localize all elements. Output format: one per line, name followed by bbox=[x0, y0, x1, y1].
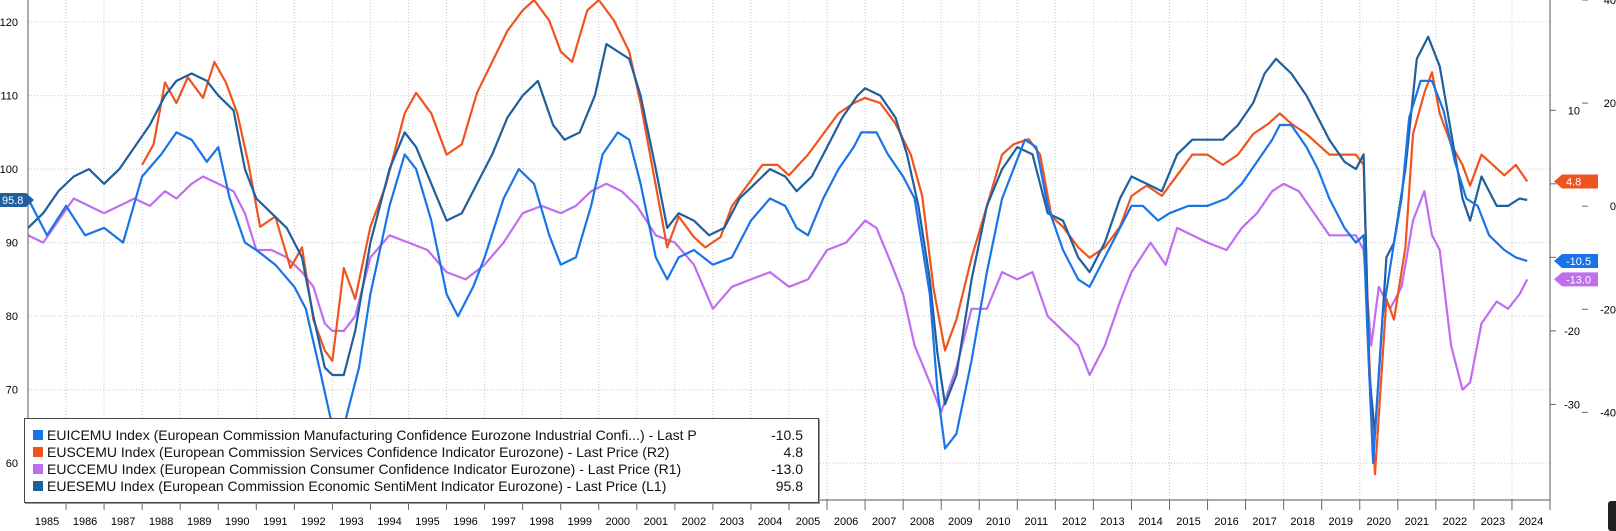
x-tick-label: 2024 bbox=[1519, 516, 1543, 528]
last-value-tag-label: -13.0 bbox=[1566, 274, 1591, 286]
last-value-tag bbox=[1554, 174, 1598, 189]
last-value-tag-label: -10.5 bbox=[1566, 256, 1591, 268]
x-tick-label: 2018 bbox=[1290, 516, 1314, 528]
x-tick-label: 1989 bbox=[187, 516, 211, 528]
legend-value: -10.5 bbox=[771, 427, 803, 443]
legend-label: EUCCEMU Index (European Commission Consu… bbox=[47, 461, 682, 477]
x-tick-label: 2012 bbox=[1062, 516, 1086, 528]
legend-item: EUICEMU Index (European Commission Manuf… bbox=[33, 427, 813, 444]
x-tick-label: 2004 bbox=[758, 516, 782, 528]
y-left-tick-label: 120 bbox=[0, 17, 18, 29]
y-right2-tick-label: -40 bbox=[1600, 407, 1616, 419]
x-tick-label: 1999 bbox=[567, 516, 591, 528]
legend-swatch bbox=[33, 481, 43, 492]
series-line-euesemu bbox=[27, 35, 1528, 435]
x-tick-label: 1992 bbox=[301, 516, 325, 528]
x-tick-label: 1987 bbox=[111, 516, 135, 528]
x-tick-label: 2005 bbox=[796, 516, 820, 528]
y-left-tick-label: 100 bbox=[0, 164, 18, 176]
last-value-tag bbox=[1554, 254, 1598, 269]
x-tick-label: 2007 bbox=[872, 516, 896, 528]
y-right2-tick-label: 40 bbox=[1604, 0, 1616, 7]
x-tick-label: 2013 bbox=[1100, 516, 1124, 528]
x-tick-label: 2010 bbox=[986, 516, 1010, 528]
x-tick-label: 2023 bbox=[1481, 516, 1505, 528]
series-line-euicemu bbox=[27, 79, 1528, 465]
x-tick-label: 1998 bbox=[529, 516, 553, 528]
x-tick-label: 2016 bbox=[1214, 516, 1238, 528]
x-tick-label: 1985 bbox=[35, 516, 59, 528]
x-tick-label: 2017 bbox=[1252, 516, 1276, 528]
x-tick-label: 2014 bbox=[1138, 516, 1162, 528]
x-tick-label: 2020 bbox=[1367, 516, 1391, 528]
last-value-tag bbox=[0, 193, 34, 207]
series-line-euscemu bbox=[141, 0, 1529, 476]
legend: EUICEMU Index (European Commission Manuf… bbox=[24, 418, 819, 503]
corner-button[interactable] bbox=[1608, 501, 1616, 531]
legend-swatch bbox=[33, 464, 43, 475]
last-value-tags: 95.8 4.8 -10.5 -13.0 bbox=[0, 174, 1598, 287]
legend-value: 95.8 bbox=[775, 478, 803, 494]
series-lines bbox=[27, 0, 1529, 476]
x-tick-label: 1990 bbox=[225, 516, 249, 528]
x-tick-label: 2008 bbox=[910, 516, 934, 528]
x-tick-label: 2022 bbox=[1443, 516, 1467, 528]
x-tick-label: 2001 bbox=[644, 516, 668, 528]
last-value-tag bbox=[1554, 272, 1598, 287]
x-tick-label: 1994 bbox=[377, 516, 401, 528]
x-tick-label: 1993 bbox=[339, 516, 363, 528]
x-tick-label: 2003 bbox=[720, 516, 744, 528]
x-tick-label: 1986 bbox=[73, 516, 97, 528]
legend-label: EUESEMU Index (European Commission Econo… bbox=[47, 478, 667, 494]
y-right2-tick-label: 20 bbox=[1604, 98, 1616, 110]
legend-label: EUSCEMU Index (European Commission Servi… bbox=[47, 444, 670, 460]
legend-value: -13.0 bbox=[771, 461, 803, 477]
x-tick-label: 2015 bbox=[1176, 516, 1200, 528]
legend-swatch bbox=[33, 447, 43, 458]
x-tick-label: 1991 bbox=[263, 516, 287, 528]
y-left-tick-label: 60 bbox=[6, 458, 18, 470]
y-right2-tick-label: 0 bbox=[1610, 201, 1616, 213]
x-tick-label: 1988 bbox=[149, 516, 173, 528]
legend-item: EUCCEMU Index (European Commission Consu… bbox=[33, 461, 813, 478]
x-tick-label: 2000 bbox=[606, 516, 630, 528]
x-tick-label: 2009 bbox=[948, 516, 972, 528]
last-value-tag-label: 95.8 bbox=[2, 195, 23, 207]
y-right1-tick-label: -30 bbox=[1564, 399, 1580, 411]
y-left-tick-label: 70 bbox=[6, 385, 18, 397]
x-tick-label: 2006 bbox=[834, 516, 858, 528]
x-tick-label: 1997 bbox=[491, 516, 515, 528]
y-right2-tick-label: -20 bbox=[1600, 304, 1616, 316]
legend-item: EUESEMU Index (European Commission Econo… bbox=[33, 478, 813, 495]
y-right1-tick-label: 10 bbox=[1568, 105, 1580, 117]
x-tick-label: 1996 bbox=[453, 516, 477, 528]
x-tick-label: 2021 bbox=[1405, 516, 1429, 528]
legend-value: 4.8 bbox=[783, 444, 803, 460]
legend-swatch bbox=[33, 430, 43, 441]
x-tick-label: 2011 bbox=[1024, 516, 1048, 528]
y-right1-tick-label: -20 bbox=[1564, 326, 1580, 338]
legend-item: EUSCEMU Index (European Commission Servi… bbox=[33, 444, 813, 461]
series-line-euccemu bbox=[27, 175, 1529, 413]
last-value-tag-label: 4.8 bbox=[1566, 176, 1581, 188]
legend-label: EUICEMU Index (European Commission Manuf… bbox=[47, 427, 697, 443]
x-tick-label: 2019 bbox=[1328, 516, 1352, 528]
y-left-tick-label: 80 bbox=[6, 311, 18, 323]
y-left-tick-label: 90 bbox=[6, 238, 18, 250]
x-tick-label: 2002 bbox=[682, 516, 706, 528]
y-left-tick-label: 110 bbox=[0, 91, 18, 103]
x-tick-label: 1995 bbox=[415, 516, 439, 528]
